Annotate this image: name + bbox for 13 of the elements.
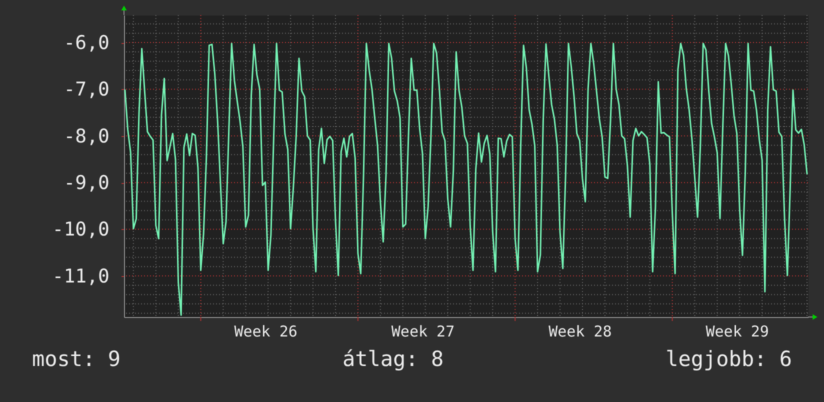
x-tick-label: Week 29 (706, 322, 769, 340)
y-tick-label: -7,0 (64, 78, 110, 101)
x-tick-label: Week 26 (234, 322, 298, 340)
x-tick-label: Week 27 (391, 322, 455, 340)
y-tick-label: -9,0 (64, 172, 110, 194)
text: átlag: 8 (342, 347, 444, 371)
text: most: 9 (32, 347, 121, 371)
y-tick-label: -8,0 (64, 125, 110, 148)
y-tick-label: -11,0 (52, 265, 110, 288)
y-tick-label: -6,0 (64, 32, 110, 54)
text: legjobb: 6 (666, 347, 792, 371)
x-tick-label: Week 28 (548, 322, 612, 340)
y-tick-label: -10,0 (52, 218, 110, 241)
